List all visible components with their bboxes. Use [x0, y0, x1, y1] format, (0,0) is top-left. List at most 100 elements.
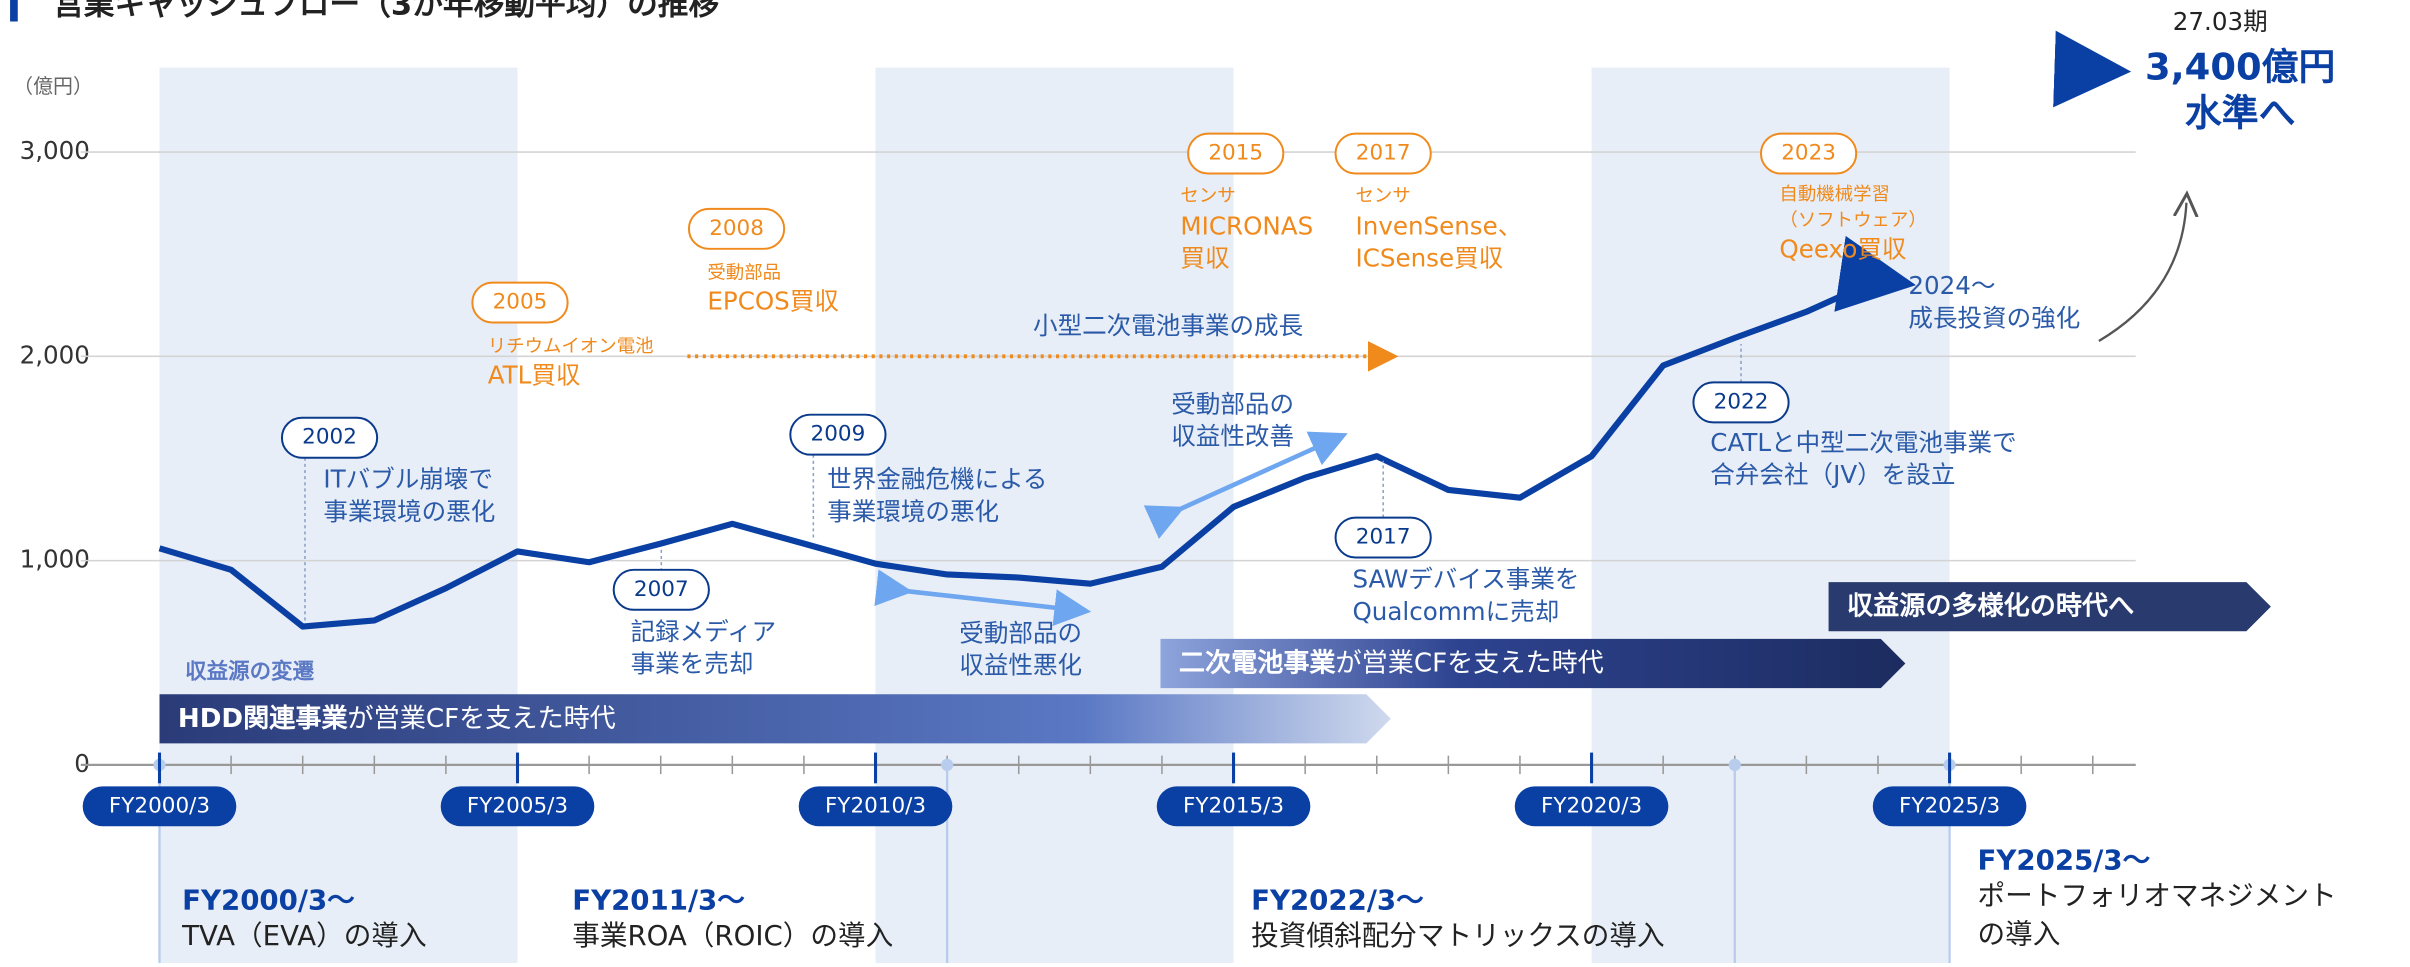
milestone-title: FY2025/3〜 [1978, 844, 2151, 877]
event-text: ITバブル崩壊で [323, 465, 493, 494]
y-tick-label: 3,000 [20, 136, 90, 165]
event-text: SAWデバイス事業を [1352, 565, 1579, 594]
event-text: ICSense買収 [1356, 244, 1504, 273]
milestone-text: の導入 [1978, 917, 2061, 950]
event-text: 事業環境の悪化 [323, 497, 495, 526]
target-amount: 3,400億円 [2145, 46, 2335, 89]
milestone-text: ポートフォリオマネジメント [1978, 879, 2337, 912]
milestone-dot [1728, 758, 1741, 772]
note-text: 小型二次電池事業の成長 [1033, 311, 1303, 340]
event-text: InvenSense、 [1356, 211, 1523, 240]
x-tick-pill [1872, 786, 2027, 827]
x-tick-label: FY2020/3 [1541, 793, 1642, 818]
worsen-arrow [874, 569, 1092, 627]
event-year: 2002 [302, 425, 357, 450]
milestone-text: 事業ROA（ROIC）の導入 [572, 919, 893, 952]
era-rest: が営業CFを支えた時代 [1336, 648, 1604, 678]
x-tick-pill [440, 786, 595, 827]
event-text: Qeexo買収 [1779, 234, 1906, 263]
era-text: 収益源の多様化の時代へ [1847, 590, 2134, 621]
event-text: 買収 [1180, 244, 1229, 273]
milestone-title: FY2000/3〜 [182, 884, 355, 917]
event-text: 記録メディア [631, 617, 777, 646]
event-badge [280, 416, 379, 459]
event-year: 2007 [634, 577, 689, 602]
x-tick-label: FY2025/3 [1899, 793, 2000, 818]
target-period: 27.03期 [2173, 7, 2268, 36]
x-tick-pill [798, 786, 953, 827]
era-arrow [1828, 582, 2271, 632]
x-tick-pill [82, 786, 237, 827]
y-tick-label: 0 [74, 749, 90, 778]
event-note: センサ [1356, 186, 1411, 207]
x-tick-label: FY2010/3 [825, 793, 926, 818]
event-badge [1692, 381, 1790, 424]
event-text: 世界金融危機による [827, 465, 1047, 494]
event-badge [789, 413, 887, 456]
improve-arrow [1143, 431, 1348, 539]
title-mark [10, 0, 18, 22]
x-tick-pill [1514, 786, 1669, 827]
event-year: 2015 [1208, 141, 1263, 166]
milestone-title: FY2011/3〜 [572, 884, 745, 917]
era-bold: 収益源の多様化の時代へ [1847, 590, 2134, 621]
growth-arrow [2098, 203, 2187, 342]
y-tick-label: 1,000 [20, 545, 90, 574]
event-text: EPCOS買収 [707, 287, 839, 316]
era-text: 二次電池事業が営業CFを支えた時代 [1179, 648, 1604, 678]
era-bold: HDD関連事業 [178, 703, 349, 733]
event-text: ATL買収 [488, 360, 581, 389]
x-tick-label: FY2000/3 [109, 793, 210, 818]
event-text: MICRONAS [1180, 211, 1313, 240]
event-year: 2017 [1356, 141, 1411, 166]
note-text: 成長投資の強化 [1908, 303, 2080, 332]
event-badge [687, 207, 786, 250]
era-text: HDD関連事業が営業CFを支えた時代 [178, 703, 616, 733]
event-badge [1759, 132, 1858, 175]
target-suffix: 水準へ [2185, 92, 2296, 135]
y-tick-label: 2,000 [20, 340, 90, 369]
eras-label: 収益源の変遷 [185, 659, 315, 685]
era-bold: 二次電池事業 [1179, 648, 1337, 678]
milestone-title: FY2022/3〜 [1251, 884, 1424, 917]
event-badge [471, 281, 569, 324]
note-text: 受動部品の [959, 618, 1082, 647]
event-year: 2008 [709, 216, 764, 241]
event-year: 2005 [493, 290, 548, 315]
event-year: 2009 [811, 422, 866, 447]
event-note: センサ [1180, 186, 1235, 207]
note-text: 収益性悪化 [959, 651, 1082, 680]
chart-title: 営業キャッシュフロー（3か年移動平均）の推移 [53, 0, 719, 23]
event-note: リチウムイオン電池 [488, 336, 654, 357]
event-year: 2022 [1714, 389, 1769, 414]
event-year: 2017 [1356, 525, 1411, 550]
x-tick-pill [1156, 786, 1311, 827]
event-note: （ソフトウェア） [1779, 210, 1926, 231]
note-text: 収益性改善 [1171, 422, 1294, 451]
milestone-text: 投資傾斜配分マトリックスの導入 [1251, 919, 1665, 952]
event-text: 事業環境の悪化 [827, 497, 999, 526]
event-text: CATLと中型二次電池事業で [1710, 428, 2016, 457]
event-text: Qualcommに売却 [1352, 597, 1559, 626]
y-axis-label: （億円） [13, 74, 93, 98]
event-badge [612, 568, 710, 611]
event-year: 2023 [1781, 141, 1836, 166]
event-note: 自動機械学習 [1779, 184, 1890, 205]
note-text: 2024〜 [1908, 271, 1995, 300]
x-tick-label: FY2005/3 [467, 793, 568, 818]
era-arrow [159, 694, 1391, 744]
milestone-text: TVA（EVA）の導入 [181, 919, 427, 952]
milestone-dot [940, 758, 954, 772]
shaded-period [1591, 67, 1950, 965]
era-rest: が営業CFを支えた時代 [348, 703, 616, 733]
event-text: 事業を売却 [631, 649, 754, 678]
era-arrow [1160, 638, 1906, 689]
note-text: 受動部品の [1171, 389, 1294, 418]
event-text: 合弁会社（JV）を設立 [1710, 460, 1955, 489]
event-note: 受動部品 [707, 262, 781, 283]
event-badge [1334, 132, 1432, 175]
x-tick-label: FY2015/3 [1183, 793, 1284, 818]
event-badge [1187, 132, 1285, 175]
